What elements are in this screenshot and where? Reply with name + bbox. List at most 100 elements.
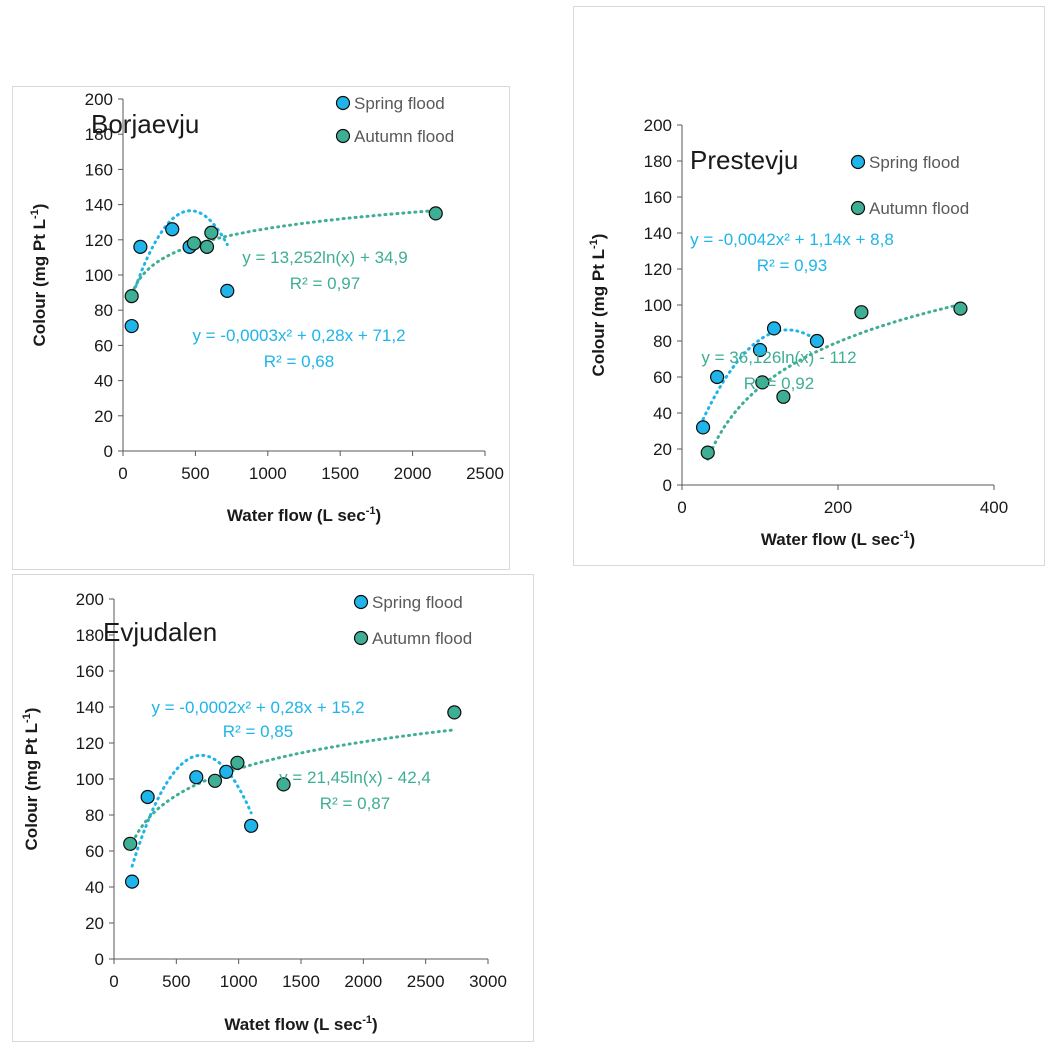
y-tick-label: 160 (76, 662, 104, 681)
trendline-autumn (128, 728, 456, 849)
data-point-autumn (428, 206, 443, 221)
legend-label-spring: Spring flood (869, 153, 960, 172)
y-tick-label: 100 (85, 266, 113, 285)
y-tick-label: 100 (76, 770, 104, 789)
trend-r2-autumn: R² = 0,97 (290, 274, 360, 293)
data-point-autumn (199, 239, 215, 254)
legend-label-spring: Spring flood (354, 94, 445, 113)
x-tick-label: 0 (109, 972, 118, 991)
data-point-autumn (953, 301, 968, 316)
y-tick-label: 80 (653, 332, 672, 351)
data-point-spring (244, 818, 259, 833)
legend-marker-autumn (335, 128, 351, 144)
data-point-autumn (755, 375, 770, 390)
trend-r2-autumn: R² = 0,87 (320, 794, 390, 813)
y-tick-label: 120 (76, 734, 104, 753)
y-tick-label: 180 (76, 626, 104, 645)
x-tick-label: 2000 (344, 972, 382, 991)
y-tick-label: 200 (85, 90, 113, 109)
trend-equation-autumn: y = 13,252ln(x) + 34,9 (242, 248, 407, 267)
data-point-autumn (207, 773, 223, 788)
x-axis-label: Water flow (L sec-1) (227, 505, 381, 525)
y-tick-label: 140 (644, 224, 672, 243)
x-axis-label: Water flow (L sec-1) (761, 529, 915, 549)
x-tick-label: 2500 (466, 464, 504, 483)
trend-equation-autumn: y = 21,45ln(x) - 42,4 (279, 768, 431, 787)
data-point-autumn (854, 305, 869, 320)
data-point-spring (710, 369, 725, 385)
data-point-spring (140, 789, 155, 805)
legend-label-autumn: Autumn flood (372, 629, 472, 648)
data-point-autumn (776, 389, 791, 404)
trend-r2-spring: R² = 0,85 (223, 722, 293, 741)
chart-panel-prestevju: 0 20 40 60 80 100 120 140 160 180 200 0 200 400 Water … (573, 6, 1045, 566)
data-point-spring (766, 321, 782, 336)
x-tick-label: 1000 (220, 972, 258, 991)
legend-marker-spring (850, 154, 866, 170)
trend-equation-spring: y = -0,0042x² + 1,14x + 8,8 (690, 230, 894, 249)
legend-marker-spring (353, 594, 369, 610)
y-tick-label: 180 (644, 152, 672, 171)
data-point-spring (219, 764, 234, 779)
y-tick-label: 100 (644, 296, 672, 315)
trendline-spring (701, 328, 819, 421)
trend-equation-autumn: y = 36,126ln(x) - 112 (701, 348, 856, 367)
y-tick-label: 0 (95, 950, 104, 969)
y-tick-label: 80 (85, 806, 104, 825)
data-point-autumn (123, 836, 138, 851)
y-tick-label: 200 (644, 116, 672, 135)
x-tick-label: 0 (118, 464, 127, 483)
y-tick-label: 20 (85, 914, 104, 933)
y-tick-label: 200 (76, 590, 104, 609)
y-axis-label: Colour (mg Pt L-1) (29, 204, 49, 347)
x-tick-label: 1500 (321, 464, 359, 483)
legend-label-spring: Spring flood (372, 593, 463, 612)
y-tick-label: 120 (644, 260, 672, 279)
x-tick-label: 400 (980, 498, 1008, 517)
y-tick-label: 60 (653, 368, 672, 387)
legend-label-autumn: Autumn flood (869, 199, 969, 218)
y-tick-label: 40 (94, 372, 113, 391)
trendline-autumn (706, 302, 962, 461)
x-tick-label: 200 (824, 498, 852, 517)
x-axis-label: Watet flow (L sec-1) (224, 1014, 377, 1034)
y-tick-label: 40 (653, 404, 672, 423)
trend-r2-autumn: R² = 0,92 (744, 374, 814, 393)
data-point-autumn (230, 755, 245, 770)
data-point-spring (124, 318, 139, 334)
data-point-spring (124, 874, 140, 889)
x-tick-label: 0 (677, 498, 686, 517)
x-tick-label: 500 (162, 972, 190, 991)
x-tick-label: 2000 (394, 464, 432, 483)
legend-label-autumn: Autumn flood (354, 127, 454, 146)
y-tick-label: 60 (85, 842, 104, 861)
chart-title: Evjudalen (103, 617, 217, 647)
x-tick-label: 1000 (249, 464, 287, 483)
y-tick-label: 120 (85, 231, 113, 250)
legend-marker-spring (335, 95, 351, 111)
chart-prestevju: 0 20 40 60 80 100 120 140 160 180 200 0 200 400 Water … (588, 116, 1008, 549)
data-point-spring (133, 239, 148, 254)
data-point-autumn (700, 445, 715, 460)
trend-r2-spring: R² = 0,68 (264, 352, 334, 371)
data-point-autumn (186, 236, 202, 251)
y-tick-label: 0 (663, 476, 672, 495)
data-point-autumn (204, 225, 219, 240)
chart-panel-borjaevju: 0 20 40 60 80 100 120 140 160 180 200 0 500 1000 1500 2… (12, 86, 510, 570)
x-tick-label: 3000 (469, 972, 507, 991)
y-tick-label: 160 (644, 188, 672, 207)
chart-title: Borjaevju (91, 109, 199, 139)
data-point-spring (695, 420, 711, 435)
data-point-spring (752, 342, 768, 358)
y-tick-label: 160 (85, 160, 113, 179)
y-tick-label: 0 (104, 442, 113, 461)
y-tick-label: 140 (85, 196, 113, 215)
chart-title: Prestevju (690, 145, 798, 175)
trend-equation-spring: y = -0,0003x² + 0,28x + 71,2 (192, 326, 405, 345)
trendline-autumn (130, 209, 438, 296)
legend-marker-autumn (850, 200, 866, 216)
y-tick-label: 180 (85, 125, 113, 144)
data-point-spring (220, 283, 235, 298)
